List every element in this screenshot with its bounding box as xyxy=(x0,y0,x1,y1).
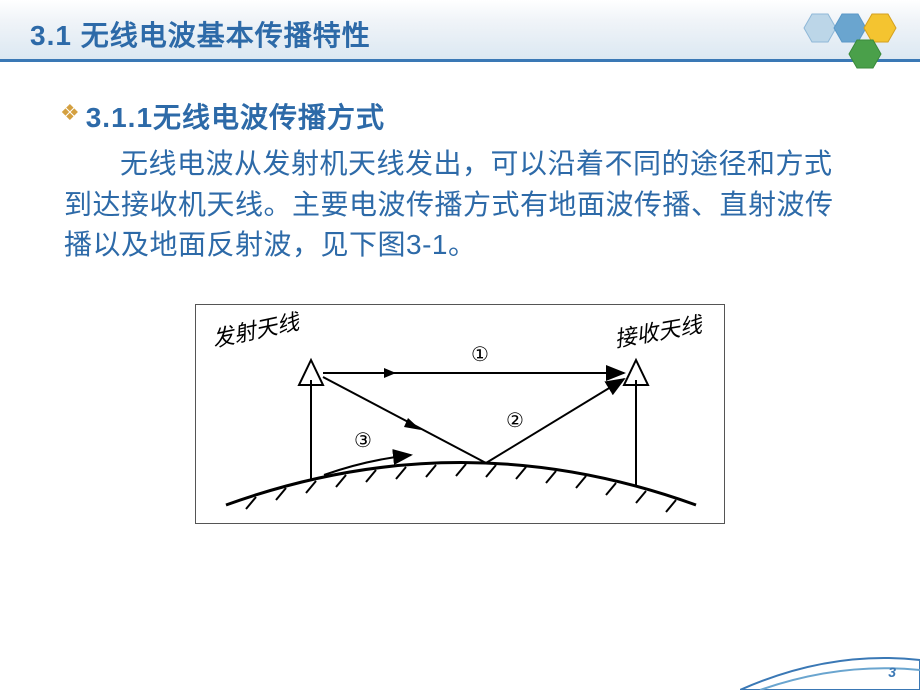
subheading-row: ❖ 3.1.1无线电波传播方式 xyxy=(60,96,860,136)
mark-2: ② xyxy=(506,410,524,432)
hex-icon xyxy=(804,14,896,68)
mark-1: ① xyxy=(471,344,489,366)
page-number: 3 xyxy=(888,664,896,680)
body-paragraph: 无线电波从发射机天线发出，可以沿着不同的途径和方式到达接收机天线。主要电波传播方… xyxy=(64,144,860,266)
subheading: 3.1.1无线电波传播方式 xyxy=(86,96,385,136)
propagation-diagram: 发射天线 接收天线 ① ② ③ xyxy=(195,304,725,524)
mark-3: ③ xyxy=(354,430,372,452)
rx-label: 接收天线 xyxy=(613,311,706,351)
arrow-mid-2a xyxy=(404,418,421,430)
hex-icon-cluster xyxy=(790,8,910,78)
path-reflect-down xyxy=(323,377,486,463)
slide-header: 3.1 无线电波基本传播特性 xyxy=(0,0,920,62)
tx-antenna xyxy=(299,360,323,480)
arrow-mid-1 xyxy=(384,368,396,378)
rx-antenna xyxy=(624,360,648,485)
slide-content: ❖ 3.1.1无线电波传播方式 无线电波从发射机天线发出，可以沿着不同的途径和方… xyxy=(0,62,920,524)
bullet-icon: ❖ xyxy=(60,100,80,126)
tx-label: 发射天线 xyxy=(210,309,303,352)
header-title: 3.1 无线电波基本传播特性 xyxy=(30,14,371,54)
